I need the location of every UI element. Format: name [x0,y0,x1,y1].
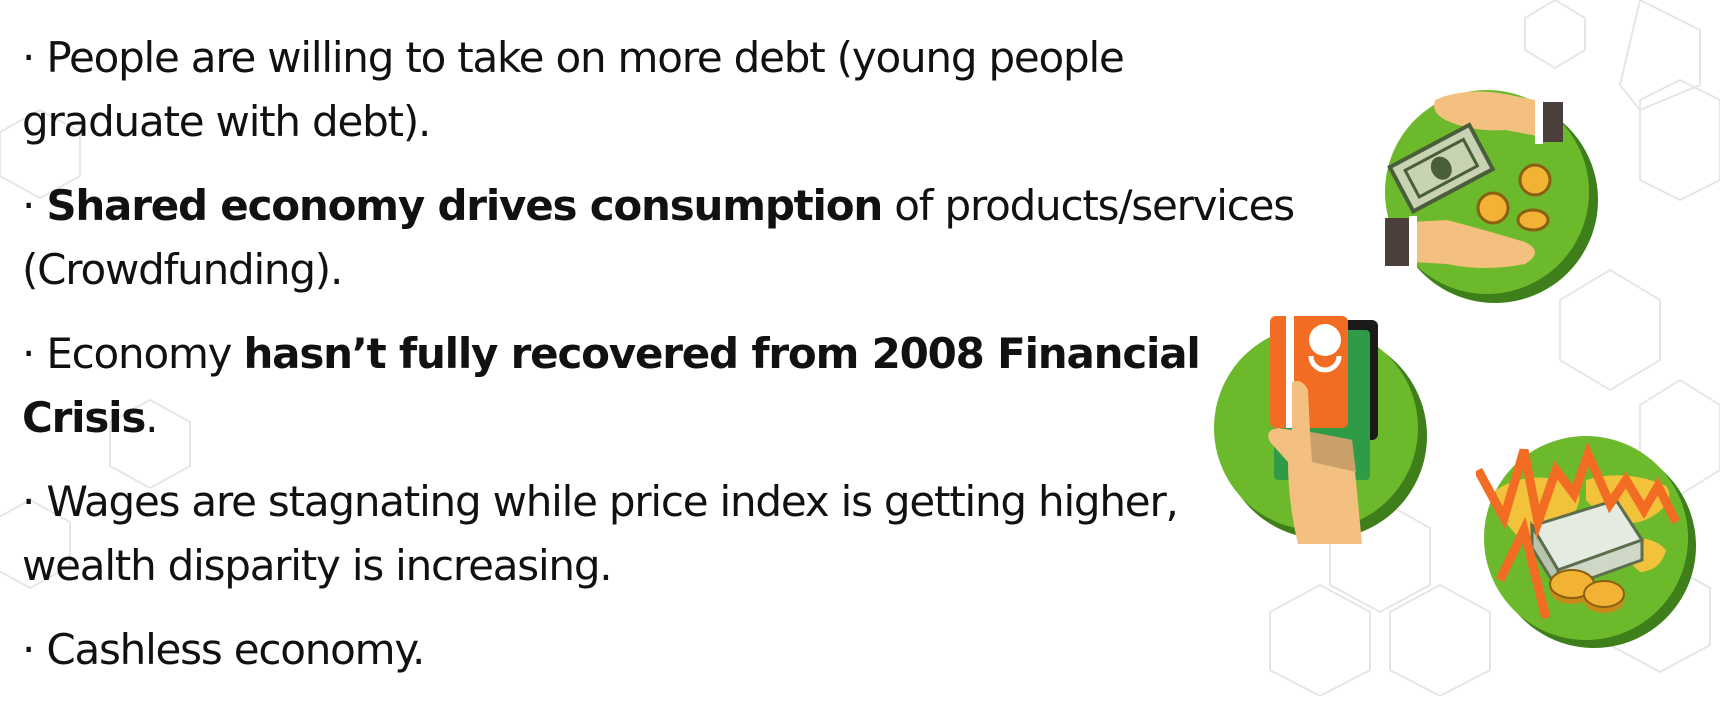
bullet-text: Cashless economy. [46,625,425,674]
market-crash-chart-icon [1476,436,1696,648]
bullet-marker: · [22,33,47,82]
bullet-text: . [145,393,158,442]
bullet-marker: · [22,329,47,378]
bullet-bold-text: hasn’t fully recovered from 2008 Financi… [22,329,1201,442]
bullet-bold-text: Shared economy drives consumption [46,181,883,230]
money-exchange-hands-icon [1385,90,1598,303]
bullet-list: · People are willing to take on more deb… [22,26,1302,702]
bullet-debt: · People are willing to take on more deb… [22,26,1302,154]
bullet-text: Wages are stagnating while price index i… [22,477,1179,590]
bullet-cashless: · Cashless economy. [22,618,1302,682]
bullet-financial-crisis: · Economy hasn’t fully recovered from 20… [22,322,1302,450]
bullet-lead-text: Economy [46,329,244,378]
bullet-text: of products/services (Crowdfunding). [22,181,1295,294]
bullet-marker: · [22,181,47,230]
bullet-text: People are willing to take on more debt … [22,33,1125,146]
credit-card-hand-icon [1214,316,1427,544]
bullet-wages: · Wages are stagnating while price index… [22,470,1302,598]
bullet-marker: · [22,477,47,526]
bullet-shared-economy: · Shared economy drives consumption of p… [22,174,1302,302]
bullet-marker: · [22,625,47,674]
